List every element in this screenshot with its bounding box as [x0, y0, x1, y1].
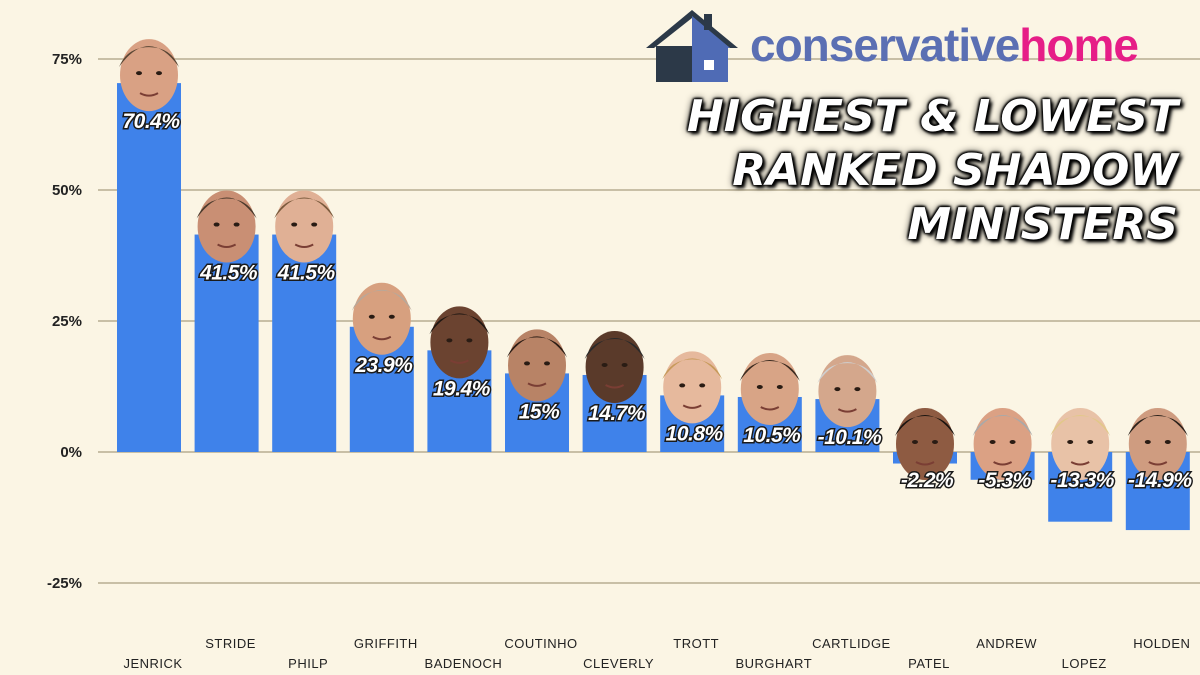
minister-photo: [1127, 408, 1188, 480]
brand-name: conservativehome: [750, 19, 1139, 71]
minister-photo: [817, 355, 878, 428]
y-tick-label: 0%: [60, 444, 82, 461]
data-label: 15%: [519, 400, 560, 423]
minister-photo: [1050, 408, 1111, 480]
headline: HIGHEST & LOWEST RANKED SHADOW MINISTERS: [658, 90, 1178, 252]
minister-photo: [972, 408, 1033, 480]
minister-photo: [196, 190, 257, 263]
data-label: 41.5%: [277, 262, 336, 285]
category-label: TROTT: [673, 636, 719, 651]
y-axis-ticks: 75% 50% 25% 0% -25%: [47, 51, 82, 592]
minister-photo: [351, 282, 412, 355]
minister-photo: [584, 330, 645, 403]
category-labels: JENRICK STRIDE PHILP GRIFFITH BADENOCHCOUTIN…: [123, 636, 1190, 671]
y-tick-label: 25%: [52, 313, 82, 330]
y-tick-label: 75%: [52, 51, 82, 68]
data-labels: 70.4% 41.5% 41.5% 23.9% 19.4% 15% 14.7% 10.8% 10…: [121, 109, 1194, 494]
minister-photo: [507, 329, 567, 402]
minister-photo: [429, 306, 490, 379]
y-tick-label: -25%: [47, 575, 82, 592]
minister-photo: [119, 39, 179, 112]
data-label: -13.3%: [1050, 469, 1114, 492]
data-label: 70.4%: [122, 110, 180, 133]
bar: [194, 234, 259, 452]
category-label: BADENOCH: [425, 656, 503, 671]
category-label: BURGHART: [735, 656, 812, 671]
minister-photo: [274, 190, 335, 263]
category-label: CLEVERLY: [583, 656, 654, 671]
minister-photo: [739, 352, 800, 425]
category-label: ANDREW: [976, 636, 1037, 651]
category-label: CARTLIDGE: [812, 636, 891, 651]
bar: [272, 234, 337, 452]
headline-line-1: HIGHEST & LOWEST: [686, 91, 1178, 142]
headline-line-3: MINISTERS: [907, 199, 1178, 250]
category-label: HOLDEN: [1133, 636, 1190, 651]
data-label: -14.9%: [1128, 469, 1192, 492]
category-label: PATEL: [908, 656, 950, 671]
category-label: COUTINHO: [504, 636, 577, 651]
data-label: 23.9%: [354, 354, 413, 377]
y-tick-label: 50%: [52, 182, 82, 199]
data-label: 19.4%: [433, 377, 491, 400]
category-label: PHILP: [288, 656, 328, 671]
house-icon: [646, 10, 738, 82]
category-label: LOPEZ: [1062, 656, 1107, 671]
minister-photo: [895, 408, 955, 480]
minister-photos: [119, 39, 1188, 480]
category-label: GRIFFITH: [354, 636, 418, 651]
data-label: 14.7%: [588, 402, 646, 425]
minister-photo: [662, 351, 723, 424]
data-label: 10.5%: [743, 424, 801, 447]
bar: [117, 83, 181, 452]
headline-line-2: RANKED SHADOW: [732, 145, 1178, 196]
data-label: 10.8%: [666, 422, 724, 445]
data-label: -10.1%: [818, 426, 882, 449]
data-label: -2.2%: [901, 469, 954, 492]
data-label: -5.3%: [978, 469, 1031, 492]
conservativehome-logo: conservativehome: [646, 8, 1176, 88]
category-label: STRIDE: [205, 636, 256, 651]
data-label: 41.5%: [199, 262, 258, 285]
category-label: JENRICK: [123, 656, 182, 671]
